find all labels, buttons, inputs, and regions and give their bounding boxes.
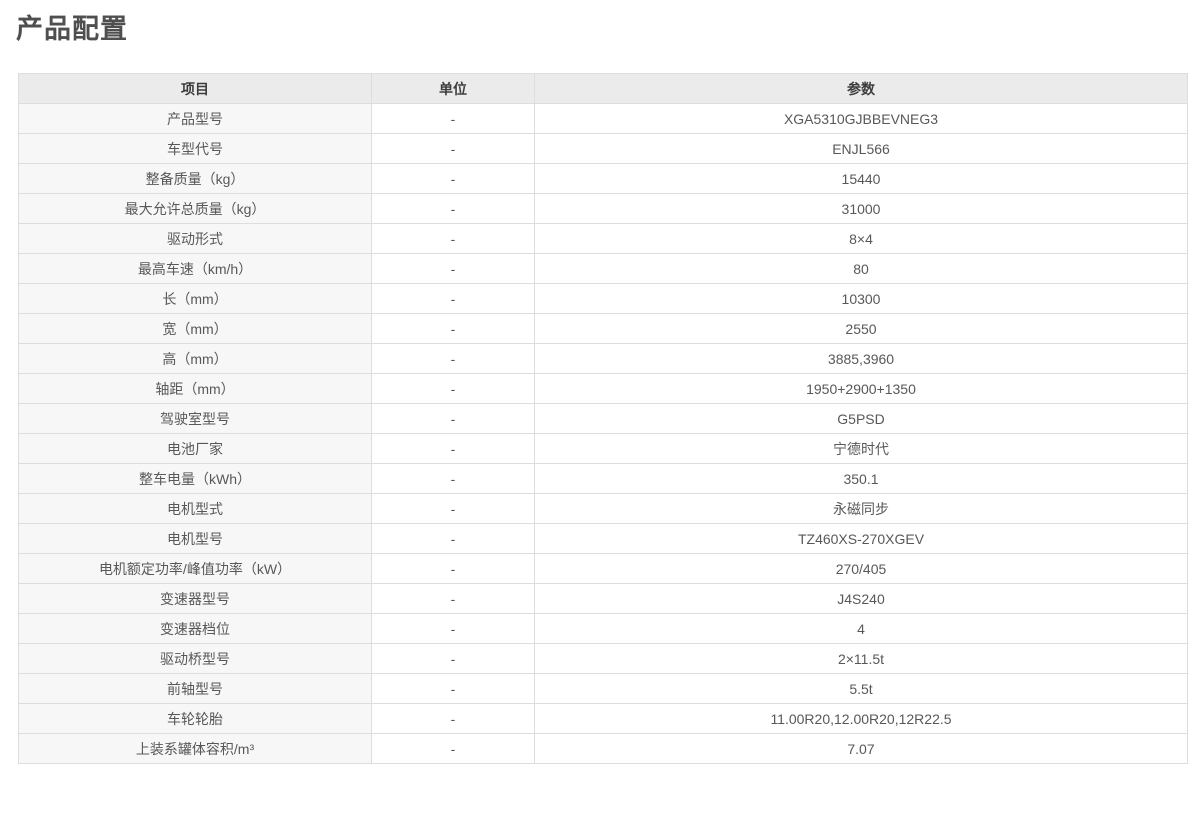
table-row: 电池厂家 - 宁德时代 [18, 433, 1188, 464]
unit-cell: - [371, 733, 535, 764]
param-cell: 270/405 [534, 553, 1188, 584]
table-row: 轴距（mm） -1950+2900+1350 [18, 373, 1188, 404]
table-row: 最大允许总质量（kg） -31000 [18, 193, 1188, 224]
unit-cell: - [371, 223, 535, 254]
unit-cell: - [371, 703, 535, 734]
unit-cell: - [371, 613, 535, 644]
param-cell: 2×11.5t [534, 643, 1188, 674]
item-cell: 长（mm） [18, 283, 372, 314]
item-cell: 上装系罐体容积/m³ [18, 733, 372, 764]
table-row: 长（mm） -10300 [18, 283, 1188, 314]
table-row: 宽（mm） -2550 [18, 313, 1188, 344]
unit-cell: - [371, 553, 535, 584]
column-header-item: 项目 [18, 73, 372, 104]
item-cell: 整车电量（kWh） [18, 463, 372, 494]
item-cell: 前轴型号 [18, 673, 372, 704]
item-cell: 轴距（mm） [18, 373, 372, 404]
param-cell: 350.1 [534, 463, 1188, 494]
param-cell: 7.07 [534, 733, 1188, 764]
param-cell: 5.5t [534, 673, 1188, 704]
table-row: 变速器型号 - J4S240 [18, 583, 1188, 614]
param-cell: J4S240 [534, 583, 1188, 614]
table-row: 整车电量（kWh） -350.1 [18, 463, 1188, 494]
item-cell: 产品型号 [18, 103, 372, 134]
param-cell: 3885,3960 [534, 343, 1188, 374]
table-row: 上装系罐体容积/m³ -7.07 [18, 733, 1188, 764]
param-cell: 10300 [534, 283, 1188, 314]
param-cell: 2550 [534, 313, 1188, 344]
param-cell: XGA5310GJBBEVNEG3 [534, 103, 1188, 134]
param-cell: 宁德时代 [534, 433, 1188, 464]
item-cell: 驱动桥型号 [18, 643, 372, 674]
param-cell: G5PSD [534, 403, 1188, 434]
param-cell: TZ460XS-270XGEV [534, 523, 1188, 554]
table-row: 前轴型号 -5.5t [18, 673, 1188, 704]
unit-cell: - [371, 103, 535, 134]
table-row: 高（mm） -3885,3960 [18, 343, 1188, 374]
param-cell: 80 [534, 253, 1188, 284]
param-cell: 永磁同步 [534, 493, 1188, 524]
table-row: 整备质量（kg） -15440 [18, 163, 1188, 194]
unit-cell: - [371, 523, 535, 554]
unit-cell: - [371, 253, 535, 284]
param-cell: 8×4 [534, 223, 1188, 254]
table-row: 电机额定功率/峰值功率（kW） -270/405 [18, 553, 1188, 584]
unit-cell: - [371, 373, 535, 404]
param-cell: 11.00R20,12.00R20,12R22.5 [534, 703, 1188, 734]
page-title: 产品配置 [16, 14, 128, 44]
param-cell: 15440 [534, 163, 1188, 194]
item-cell: 车轮轮胎 [18, 703, 372, 734]
table-row: 电机型号 - TZ460XS-270XGEV [18, 523, 1188, 554]
header-row: 项目 单位 参数 [18, 73, 1188, 104]
table-row: 驱动形式 -8×4 [18, 223, 1188, 254]
item-cell: 电机型式 [18, 493, 372, 524]
table-row: 驾驶室型号 - G5PSD [18, 403, 1188, 434]
unit-cell: - [371, 583, 535, 614]
item-cell: 宽（mm） [18, 313, 372, 344]
spec-table-header: 项目 单位 参数 [18, 73, 1188, 104]
unit-cell: - [371, 343, 535, 374]
unit-cell: - [371, 493, 535, 524]
unit-cell: - [371, 433, 535, 464]
unit-cell: - [371, 133, 535, 164]
item-cell: 电池厂家 [18, 433, 372, 464]
item-cell: 变速器型号 [18, 583, 372, 614]
item-cell: 整备质量（kg） [18, 163, 372, 194]
item-cell: 高（mm） [18, 343, 372, 374]
unit-cell: - [371, 283, 535, 314]
item-cell: 最大允许总质量（kg） [18, 193, 372, 224]
item-cell: 变速器档位 [18, 613, 372, 644]
unit-cell: - [371, 403, 535, 434]
param-cell: 4 [534, 613, 1188, 644]
table-row: 电机型式 - 永磁同步 [18, 493, 1188, 524]
table-row: 最高车速（km/h） -80 [18, 253, 1188, 284]
table-row: 车型代号 - ENJL566 [18, 133, 1188, 164]
unit-cell: - [371, 673, 535, 704]
table-row: 产品型号 - XGA5310GJBBEVNEG3 [18, 103, 1188, 134]
unit-cell: - [371, 163, 535, 194]
item-cell: 驱动形式 [18, 223, 372, 254]
item-cell: 电机型号 [18, 523, 372, 554]
param-cell: ENJL566 [534, 133, 1188, 164]
unit-cell: - [371, 463, 535, 494]
item-cell: 车型代号 [18, 133, 372, 164]
item-cell: 驾驶室型号 [18, 403, 372, 434]
table-row: 车轮轮胎 -11.00R20,12.00R20,12R22.5 [18, 703, 1188, 734]
column-header-unit: 单位 [371, 73, 535, 104]
table-row: 变速器档位 -4 [18, 613, 1188, 644]
product-spec-table: 项目 单位 参数 产品型号 - XGA5310GJBBEVNEG3 车型代号 - ENJL… [18, 73, 1188, 764]
spec-table-body: 产品型号 - XGA5310GJBBEVNEG3 车型代号 - ENJL566 整备质量（k… [18, 103, 1188, 764]
unit-cell: - [371, 643, 535, 674]
param-cell: 31000 [534, 193, 1188, 224]
unit-cell: - [371, 313, 535, 344]
column-header-param: 参数 [534, 73, 1188, 104]
table-row: 驱动桥型号 -2×11.5t [18, 643, 1188, 674]
param-cell: 1950+2900+1350 [534, 373, 1188, 404]
unit-cell: - [371, 193, 535, 224]
item-cell: 电机额定功率/峰值功率（kW） [18, 553, 372, 584]
item-cell: 最高车速（km/h） [18, 253, 372, 284]
